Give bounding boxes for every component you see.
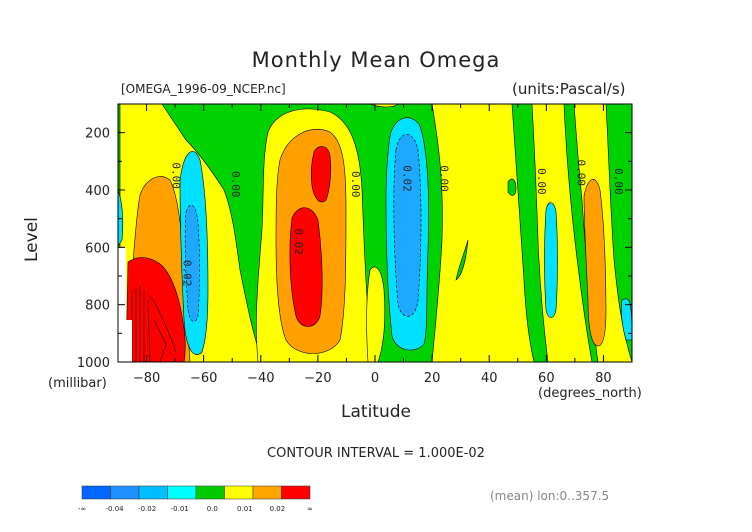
colorbar-swatch	[81, 485, 111, 500]
colorbar-swatch	[195, 485, 225, 500]
fill-red-south	[125, 257, 186, 362]
colorbar-swatch	[167, 485, 197, 500]
y-tick-label: 600	[85, 241, 110, 256]
x-tick-label: −40	[247, 371, 274, 386]
x-tick-label: 20	[424, 371, 441, 386]
y-tick-label: 1000	[77, 356, 110, 371]
colorbar-swatch	[138, 485, 168, 500]
units-label: (units:Pascal/s)	[512, 80, 626, 98]
contour-label: 0.02	[401, 165, 414, 192]
x-tick-label: 60	[538, 371, 555, 386]
x-tick-label: −20	[304, 371, 331, 386]
x-ticks: −80 −60 −40 −20 0 20 40 60 80	[117, 104, 633, 386]
colorbar-swatch	[110, 485, 140, 500]
colorbar-label: -∞	[78, 505, 86, 513]
contour-label: 0.02	[292, 228, 305, 255]
fill-green-strip-1	[511, 104, 549, 362]
fill-lightblue-north	[393, 133, 422, 317]
colorbar-label: 0.01	[237, 505, 253, 513]
x-axis-units: (degrees_north)	[538, 386, 642, 401]
colorbar-swatch	[252, 485, 282, 500]
contour-label: 0.00	[535, 168, 548, 195]
y-tick-label: 200	[85, 127, 110, 142]
fill-cyan-far-north	[544, 202, 558, 318]
plot-area	[118, 104, 632, 362]
missing-data-2	[126, 320, 132, 362]
contour-label: 0.00	[169, 162, 182, 189]
fill-orange-north	[583, 179, 607, 347]
colorbar-label: -0.01	[171, 505, 189, 513]
colorbar-label: 0.02	[270, 505, 286, 513]
colorbar-label: ∞	[307, 505, 313, 513]
mean-info-text: (mean) lon:0..357.5	[490, 489, 610, 503]
y-axis-units: (millibar)	[48, 376, 107, 391]
y-ticks: 200 400 600 800 1000	[77, 103, 632, 371]
contour-label: 0.00	[575, 160, 588, 187]
colorbar: -∞ -0.04 -0.02 -0.01 0.0 0.01 0.02 ∞	[78, 485, 313, 513]
fill-cyan-edge-south	[118, 189, 124, 247]
y-tick-label: 800	[85, 299, 110, 314]
fill-green-sliver	[455, 239, 469, 281]
fill-red-top	[310, 146, 332, 203]
colorbar-label: -0.04	[106, 505, 125, 513]
fill-red-midsouth	[289, 207, 323, 327]
contour-label: 0.00	[612, 168, 625, 195]
colorbar-swatch	[224, 485, 254, 500]
fill-green-blob	[507, 178, 517, 196]
x-tick-label: −80	[133, 371, 160, 386]
x-tick-label: 80	[595, 371, 612, 386]
colorbar-label: -0.02	[138, 505, 156, 513]
colorbar-label: 0.0	[207, 505, 218, 513]
colorbar-swatch	[281, 485, 311, 500]
contour-labels: 0.00 0.02 0.00 0.02 0.00 0.02 0.00 0.00 0.00 0.00	[169, 160, 625, 287]
source-file-label: [OMEGA_1996-09_NCEP.nc]	[121, 82, 286, 96]
contour-interval-text: CONTOUR INTERVAL = 1.000E-02	[267, 446, 485, 461]
x-tick-label: −60	[190, 371, 217, 386]
x-tick-label: 0	[371, 371, 379, 386]
y-tick-label: 400	[85, 184, 110, 199]
fill-lightblue-south	[184, 204, 200, 322]
x-axis-label: Latitude	[341, 402, 411, 422]
x-tick-label: 40	[481, 371, 498, 386]
fill-cyan-edge-north	[620, 298, 632, 341]
contour-label: 0.00	[438, 165, 451, 192]
contour-label: 0.00	[229, 171, 242, 198]
fill-yellow-eq	[366, 266, 386, 362]
chart-title: Monthly Mean Omega	[251, 48, 501, 72]
contour-label: 0.00	[349, 171, 362, 198]
contour-label: 0.02	[181, 260, 194, 287]
